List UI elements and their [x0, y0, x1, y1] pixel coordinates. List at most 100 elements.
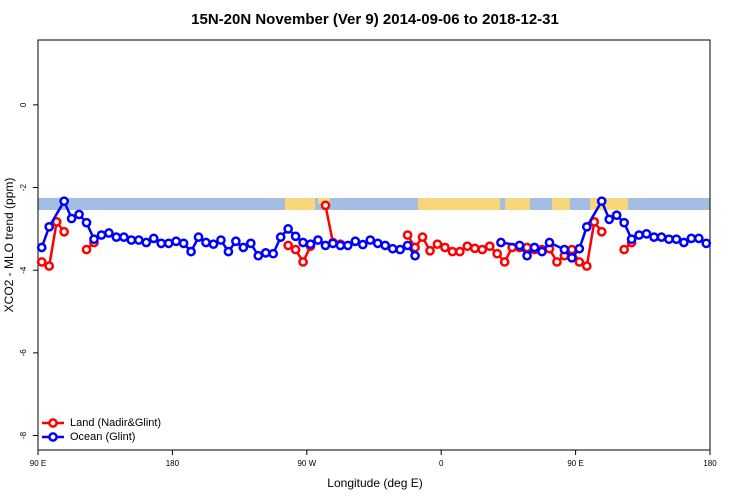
data-point	[298, 257, 308, 267]
data-point	[574, 257, 585, 267]
data-point	[611, 210, 622, 221]
data-point	[275, 232, 286, 242]
data-point	[171, 236, 181, 247]
data-point	[96, 230, 107, 240]
data-point	[552, 257, 562, 267]
data-point	[328, 238, 338, 249]
data-point	[350, 236, 361, 247]
data-point	[260, 248, 271, 258]
data-point	[89, 234, 99, 245]
data-point	[231, 236, 241, 247]
data-point	[596, 226, 607, 237]
data-point	[44, 221, 55, 232]
map-land	[552, 198, 570, 210]
data-point	[268, 248, 279, 259]
data-point	[343, 240, 353, 251]
data-point	[671, 234, 682, 245]
data-point	[216, 235, 226, 245]
data-point	[619, 217, 629, 228]
data-point	[111, 232, 122, 242]
data-point	[238, 242, 249, 253]
map-land	[418, 198, 500, 210]
chart-title: 15N-20N November (Ver 9) 2014-09-06 to 2…	[191, 11, 559, 28]
map-land	[285, 198, 315, 210]
data-point	[320, 240, 331, 251]
data-point	[305, 239, 316, 250]
y-axis-label: XCO2 - MLO trend (ppm)	[2, 178, 16, 313]
data-point	[283, 224, 293, 234]
data-point	[253, 250, 264, 261]
data-point	[604, 214, 615, 225]
map-land	[505, 198, 530, 210]
data-point	[679, 237, 689, 248]
data-point	[298, 237, 308, 248]
data-point	[559, 244, 570, 255]
x-tick-label: 180	[703, 459, 717, 468]
x-tick-label: 180	[166, 459, 180, 468]
data-point	[59, 196, 69, 207]
data-point	[574, 243, 585, 254]
data-point	[701, 238, 712, 249]
data-point	[201, 237, 211, 248]
data-point	[119, 232, 129, 242]
x-tick-label: 90 E	[567, 459, 583, 468]
data-point	[581, 221, 592, 232]
data-point	[104, 228, 114, 238]
data-point	[223, 246, 234, 257]
data-point	[74, 209, 84, 220]
data-point	[178, 238, 189, 249]
map-land	[590, 198, 628, 210]
legend-label: Ocean (Glint)	[70, 431, 135, 443]
data-point	[496, 237, 506, 248]
x-tick-label: 90 W	[297, 459, 316, 468]
legend-marker	[48, 432, 58, 442]
data-point	[626, 234, 637, 245]
data-point	[402, 240, 413, 251]
data-point	[514, 240, 525, 251]
data-point	[320, 200, 331, 211]
data-point	[186, 246, 196, 257]
data-point	[410, 242, 420, 253]
data-point	[410, 250, 420, 261]
data-point	[499, 257, 510, 267]
data-point	[484, 241, 495, 252]
y-tick-label: -6	[19, 349, 28, 357]
data-point	[59, 226, 69, 237]
data-point	[208, 239, 219, 250]
data-point	[440, 242, 450, 253]
data-point	[596, 196, 607, 207]
data-point	[634, 230, 644, 240]
data-point	[245, 238, 256, 249]
data-point	[567, 244, 577, 255]
data-point	[567, 252, 577, 263]
data-point	[148, 233, 159, 244]
data-point	[537, 246, 547, 257]
data-point	[133, 235, 144, 245]
data-point	[36, 242, 47, 253]
data-point	[529, 242, 540, 253]
data-point	[649, 232, 659, 242]
data-point	[432, 239, 443, 250]
y-tick-label: -8	[19, 431, 28, 439]
data-point	[686, 233, 697, 244]
data-point	[313, 235, 323, 245]
legend-label: Land (Nadir&Glint)	[70, 417, 161, 429]
data-point	[447, 246, 458, 257]
y-tick-label: 0	[19, 102, 28, 107]
map-strip	[38, 198, 710, 210]
legend-marker	[48, 418, 58, 428]
data-point	[581, 261, 592, 271]
data-point	[283, 240, 293, 251]
data-point	[417, 232, 428, 242]
data-point	[193, 232, 204, 242]
data-point	[44, 261, 55, 271]
data-point	[126, 235, 137, 245]
x-tick-label: 90 E	[30, 459, 46, 468]
data-point	[425, 245, 435, 256]
data-point	[395, 244, 405, 255]
data-point	[156, 238, 167, 249]
data-point	[656, 232, 667, 242]
data-point	[455, 246, 465, 257]
data-point	[544, 237, 555, 248]
